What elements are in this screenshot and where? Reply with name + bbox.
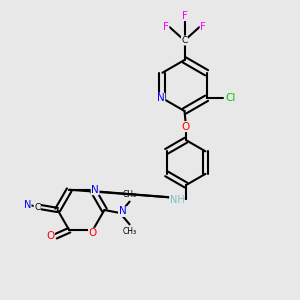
Text: O: O [182,122,190,132]
Text: F: F [200,22,206,32]
Text: N: N [91,185,99,195]
Text: C: C [182,36,188,45]
Text: F: F [182,11,188,21]
Text: N: N [118,206,126,217]
Text: C: C [34,202,40,211]
Text: N: N [24,200,31,211]
Text: N: N [157,93,165,103]
Text: CH₃: CH₃ [122,190,137,199]
Text: NH: NH [169,195,184,205]
Text: CH₃: CH₃ [122,227,137,236]
Text: Cl: Cl [225,93,236,103]
Text: O: O [46,231,55,241]
Text: F: F [163,22,169,32]
Text: O: O [88,228,97,238]
